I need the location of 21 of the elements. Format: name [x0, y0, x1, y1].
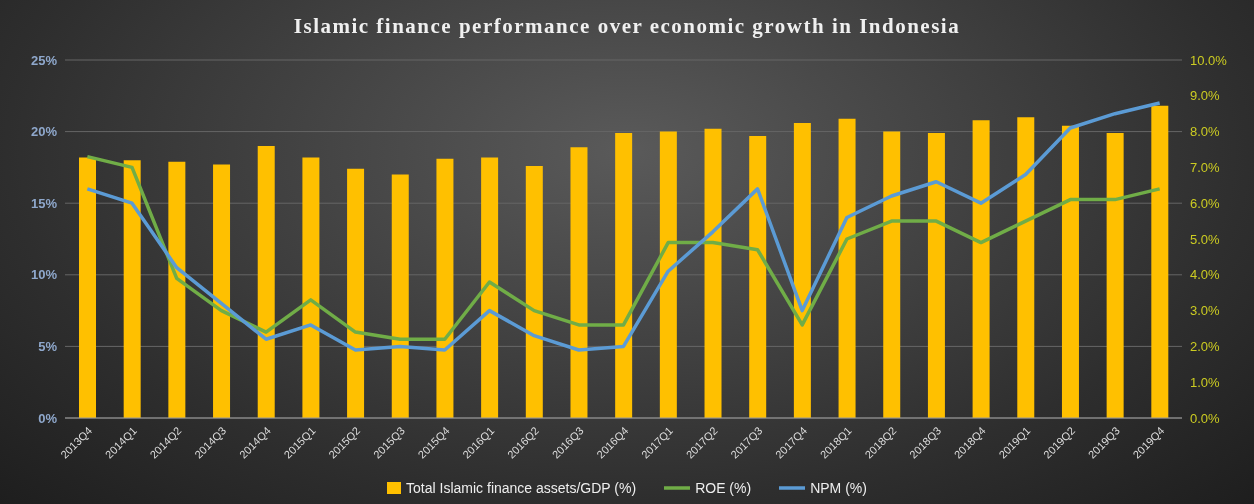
chart-title: Islamic finance performance over economic growth in Indonesia [292, 14, 962, 39]
y-tick-label: 0% [38, 410, 58, 426]
y2-tick-label: 9.0% [1190, 88, 1221, 104]
y2-tick-label: 5.0% [1190, 231, 1221, 247]
y-tick-label: 20% [30, 124, 58, 140]
y-tick-label: 25% [30, 52, 58, 68]
legend-label: ROE (%) [694, 480, 752, 496]
y2-tick-label: 0.0% [1190, 410, 1221, 426]
y2-tick-label: 6.0% [1190, 195, 1221, 211]
y2-tick-label: 8.0% [1190, 124, 1221, 140]
y2-tick-label: 7.0% [1190, 160, 1221, 176]
legend-label: Total Islamic finance assets/GDP (%) [405, 480, 637, 496]
y2-tick-label: 10.0% [1190, 52, 1228, 68]
legend-label: NPM (%) [809, 480, 867, 496]
y-tick-label: 10% [30, 267, 58, 283]
y-tick-label: 5% [38, 339, 58, 355]
y2-tick-label: 3.0% [1190, 303, 1221, 319]
y2-tick-label: 4.0% [1190, 267, 1221, 283]
y2-tick-label: 1.0% [1190, 374, 1221, 390]
y-tick-label: 15% [30, 195, 58, 211]
y2-tick-label: 2.0% [1190, 339, 1221, 355]
